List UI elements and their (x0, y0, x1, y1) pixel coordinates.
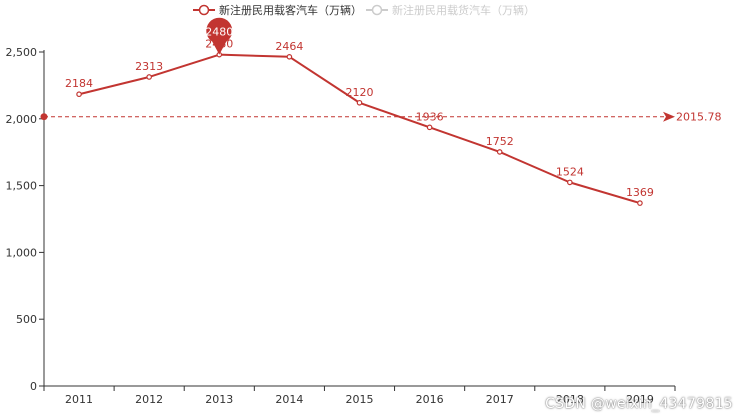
x-tick-label: 2019 (626, 393, 654, 406)
data-point (286, 54, 293, 60)
data-label: 1524 (556, 165, 584, 178)
data-point (567, 179, 573, 186)
x-tick-label: 2013 (205, 393, 233, 406)
series-line (78, 53, 641, 205)
x-tick-label: 2014 (275, 393, 303, 406)
data-point (76, 91, 82, 98)
data-point (146, 74, 152, 80)
y-tick-label: 2,500 (6, 46, 38, 59)
data-label: 1936 (416, 110, 444, 123)
legend[interactable]: 新注册民用载客汽车（万辆） 新注册民用载货汽车（万辆） (193, 3, 535, 17)
x-tick-label: 2018 (556, 393, 584, 406)
legend-marker-icon (198, 4, 210, 16)
y-tick-label: 1,000 (6, 246, 38, 259)
average-mark-line: 2015.78 (40, 111, 722, 124)
x-tick-label: 2016 (416, 393, 444, 406)
x-tick-label: 2012 (135, 393, 163, 406)
data-point (637, 200, 643, 206)
mark-line-label: 2015.78 (676, 111, 722, 124)
mark-line-start-dot (40, 113, 48, 121)
max-point-pin: 2480 (205, 17, 233, 55)
y-tick-label: 500 (16, 313, 37, 326)
y-axis: 0 500 1,000 1,500 2,000 2,500 (6, 46, 45, 393)
legend-item-2[interactable]: 新注册民用载货汽车（万辆） (366, 3, 535, 17)
data-label: 2313 (135, 60, 163, 73)
data-label: 2184 (65, 77, 93, 90)
series-passenger-cars: 218423132480246421201936175215241369 (65, 38, 654, 206)
data-label: 1752 (486, 135, 514, 148)
y-tick-label: 2,000 (6, 113, 38, 126)
legend-label: 新注册民用载货汽车（万辆） (392, 3, 535, 17)
data-point (496, 149, 503, 155)
mark-line-arrow-icon (663, 111, 675, 122)
legend-label: 新注册民用载客汽车（万辆） (219, 3, 362, 17)
data-point (426, 124, 433, 131)
y-tick-label: 0 (30, 380, 37, 393)
max-pin-icon (206, 17, 233, 55)
x-tick-label: 2015 (346, 393, 374, 406)
data-label: 1369 (626, 186, 654, 199)
data-label: 2464 (275, 40, 303, 53)
x-tick-label: 2011 (65, 393, 93, 406)
y-tick-label: 1,500 (6, 180, 38, 193)
data-point (356, 99, 363, 106)
data-label: 2120 (346, 86, 374, 99)
legend-item-1[interactable]: 新注册民用载客汽车（万辆） (193, 3, 362, 17)
max-pin-label: 2480 (205, 26, 233, 39)
x-axis: 2011 2012 2013 2014 2015 2016 2017 2018 2019 (43, 385, 676, 406)
x-tick-label: 2017 (486, 393, 514, 406)
watermark: CSDN @weixin_43479815 (545, 396, 733, 412)
legend-marker-icon (371, 4, 383, 16)
